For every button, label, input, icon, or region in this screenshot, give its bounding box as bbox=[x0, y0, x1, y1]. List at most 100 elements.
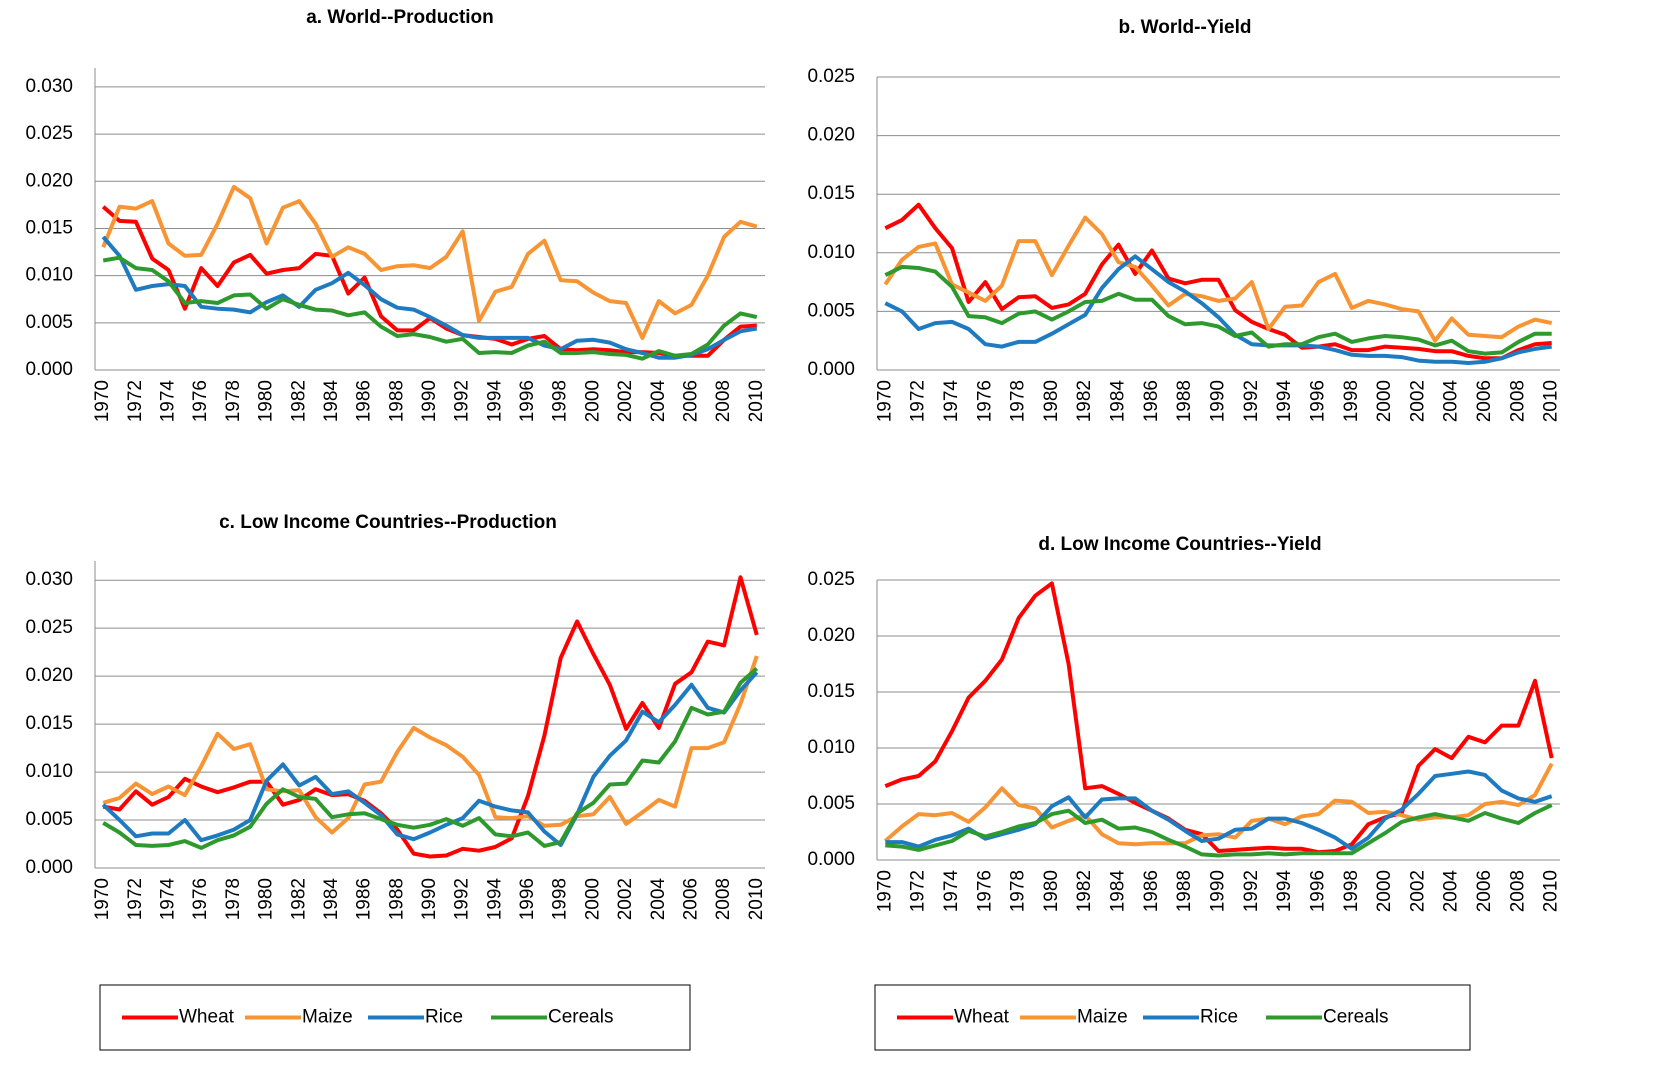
x-tick-label: 1996 bbox=[517, 380, 538, 422]
x-tick-label: 1992 bbox=[452, 380, 473, 422]
x-tick-label: 2008 bbox=[1507, 870, 1528, 912]
x-tick-label: 1974 bbox=[158, 380, 179, 423]
x-tick-label: 1972 bbox=[908, 870, 929, 912]
y-tick-label: 0.000 bbox=[25, 857, 73, 878]
chart-panel: b. World--Yield 0.000 0.005 0.010 0.015 0.020… bbox=[807, 17, 1561, 422]
series-line bbox=[101, 205, 757, 358]
x-tick-label: 1978 bbox=[1008, 870, 1029, 912]
x-tick-label: 1994 bbox=[484, 878, 505, 921]
x-tick-label: 1998 bbox=[1341, 380, 1362, 422]
y-tick-label: 0.030 bbox=[25, 76, 73, 97]
x-tick-label: 1986 bbox=[1141, 870, 1162, 912]
x-tick-label: 1980 bbox=[1041, 380, 1062, 422]
x-tick-label: 1980 bbox=[256, 878, 277, 920]
y-tick-label: 0.025 bbox=[807, 66, 855, 87]
series-line bbox=[102, 255, 758, 361]
x-tick-label: 2002 bbox=[615, 380, 636, 422]
x-tick-label: 2010 bbox=[1541, 380, 1562, 422]
x-tick-label: 2002 bbox=[615, 878, 636, 920]
x-tick-label: 1986 bbox=[354, 380, 375, 422]
y-tick-label: 0.020 bbox=[25, 665, 73, 686]
series-line bbox=[102, 666, 759, 850]
x-tick-label: 1996 bbox=[1307, 380, 1328, 422]
chart-panel: a. World--Production 0.000 0.005 0.010 0.015… bbox=[25, 7, 766, 422]
x-tick-label: 2010 bbox=[1541, 870, 1562, 912]
y-tick-label: 0.020 bbox=[807, 125, 855, 146]
legend-label: Maize bbox=[1077, 1007, 1128, 1028]
series-line bbox=[885, 769, 1553, 851]
x-tick-label: 1972 bbox=[125, 878, 146, 920]
x-tick-label: 2000 bbox=[1374, 870, 1395, 912]
x-tick-label: 1996 bbox=[517, 878, 538, 920]
x-tick-label: 1982 bbox=[288, 380, 309, 422]
x-tick-label: 1978 bbox=[223, 878, 244, 920]
x-tick-label: 2008 bbox=[713, 878, 734, 920]
x-tick-label: 2000 bbox=[582, 380, 603, 422]
x-tick-label: 1978 bbox=[1008, 380, 1029, 422]
x-tick-label: 2008 bbox=[1507, 380, 1528, 422]
legend-label: Maize bbox=[302, 1007, 353, 1028]
chart-title: a. World--Production bbox=[306, 7, 494, 28]
x-tick-label: 1988 bbox=[386, 878, 407, 920]
series-line bbox=[101, 184, 758, 340]
x-tick-label: 2004 bbox=[648, 878, 669, 921]
series-line bbox=[884, 264, 1552, 356]
x-tick-label: 1984 bbox=[1108, 870, 1129, 913]
x-tick-label: 2006 bbox=[1474, 380, 1495, 422]
x-tick-label: 1982 bbox=[288, 878, 309, 920]
x-tick-label: 1990 bbox=[1208, 870, 1229, 912]
x-tick-label: 1988 bbox=[1174, 870, 1195, 912]
y-tick-label: 0.020 bbox=[807, 625, 855, 646]
x-tick-label: 1976 bbox=[974, 380, 995, 422]
x-tick-label: 2004 bbox=[1441, 870, 1462, 913]
x-tick-label: 1976 bbox=[190, 878, 211, 920]
x-tick-label: 2006 bbox=[680, 878, 701, 920]
x-tick-label: 1988 bbox=[1174, 380, 1195, 422]
y-tick-label: 0.005 bbox=[807, 793, 855, 814]
series-line bbox=[883, 215, 1553, 343]
x-tick-label: 1984 bbox=[321, 878, 342, 921]
y-tick-label: 0.030 bbox=[25, 569, 73, 590]
x-tick-label: 1974 bbox=[158, 878, 179, 921]
y-tick-label: 0.015 bbox=[25, 217, 73, 238]
y-tick-label: 0.025 bbox=[25, 617, 73, 638]
legend-label: Cereals bbox=[1323, 1007, 1388, 1028]
series-line bbox=[884, 581, 1554, 855]
x-tick-label: 1990 bbox=[419, 380, 440, 422]
x-tick-label: 1970 bbox=[874, 870, 895, 912]
x-tick-label: 1992 bbox=[1241, 870, 1262, 912]
x-tick-label: 1984 bbox=[321, 380, 342, 423]
x-tick-label: 1988 bbox=[386, 380, 407, 422]
chart-title: c. Low Income Countries--Production bbox=[219, 512, 557, 533]
x-tick-label: 2002 bbox=[1407, 870, 1428, 912]
chart-title: d. Low Income Countries--Yield bbox=[1038, 534, 1321, 555]
series-line bbox=[102, 655, 759, 835]
legend-label: Rice bbox=[1200, 1007, 1238, 1028]
x-tick-label: 1970 bbox=[92, 380, 113, 422]
y-tick-label: 0.025 bbox=[25, 123, 73, 144]
y-tick-label: 0.005 bbox=[807, 300, 855, 321]
x-tick-label: 1998 bbox=[550, 878, 571, 920]
y-tick-label: 0.015 bbox=[807, 681, 855, 702]
x-tick-label: 1992 bbox=[452, 878, 473, 920]
x-tick-label: 1978 bbox=[223, 380, 244, 422]
x-tick-label: 2006 bbox=[680, 380, 701, 422]
chart-panel: d. Low Income Countries--Yield 0.000 0.005… bbox=[807, 534, 1562, 1051]
x-tick-label: 2008 bbox=[713, 380, 734, 422]
y-tick-label: 0.010 bbox=[807, 737, 855, 758]
x-tick-label: 1994 bbox=[1274, 380, 1295, 423]
x-tick-label: 1974 bbox=[941, 870, 962, 913]
y-tick-label: 0.005 bbox=[25, 312, 73, 333]
x-tick-label: 1998 bbox=[550, 380, 571, 422]
x-tick-label: 1980 bbox=[1041, 870, 1062, 912]
x-tick-label: 1982 bbox=[1074, 870, 1095, 912]
x-tick-label: 2000 bbox=[582, 878, 603, 920]
chart-title: b. World--Yield bbox=[1119, 17, 1252, 38]
x-tick-label: 1984 bbox=[1108, 380, 1129, 423]
y-tick-label: 0.010 bbox=[25, 265, 73, 286]
x-tick-label: 1998 bbox=[1341, 870, 1362, 912]
y-tick-label: 0.020 bbox=[25, 170, 73, 191]
legend-label: Wheat bbox=[179, 1007, 235, 1028]
x-tick-label: 2006 bbox=[1474, 870, 1495, 912]
series-line bbox=[883, 762, 1554, 847]
